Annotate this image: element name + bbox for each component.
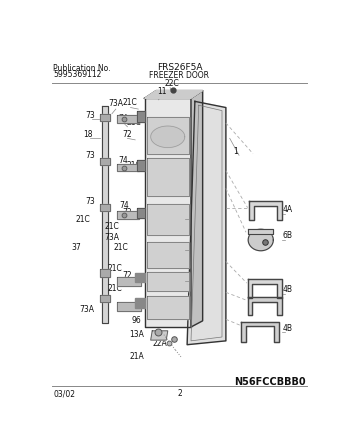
Polygon shape (147, 242, 189, 268)
Text: 73A: 73A (79, 304, 94, 314)
Polygon shape (248, 229, 273, 234)
Polygon shape (147, 296, 189, 319)
Polygon shape (247, 297, 282, 316)
Polygon shape (137, 160, 145, 171)
Text: 21C: 21C (108, 284, 122, 293)
Text: 03/02: 03/02 (53, 389, 75, 398)
Text: 74: 74 (119, 156, 128, 165)
Text: 13A: 13A (129, 330, 144, 339)
Text: 4B: 4B (283, 324, 293, 333)
Text: 4B: 4B (283, 285, 293, 294)
Text: 21C: 21C (126, 160, 141, 169)
Text: FRS26F5A: FRS26F5A (157, 63, 202, 72)
Text: 1: 1 (233, 147, 238, 156)
Polygon shape (117, 211, 139, 219)
Polygon shape (187, 101, 226, 345)
Text: 11: 11 (157, 88, 166, 97)
Text: 22A: 22A (153, 339, 167, 348)
Polygon shape (117, 164, 139, 172)
Text: 21C: 21C (126, 118, 141, 127)
Polygon shape (102, 106, 108, 323)
Polygon shape (117, 115, 139, 123)
Polygon shape (135, 298, 145, 308)
Polygon shape (145, 91, 203, 98)
Text: Publication No.: Publication No. (53, 64, 111, 73)
Text: 74: 74 (119, 114, 128, 122)
Text: 72: 72 (122, 208, 132, 217)
Text: 18: 18 (83, 130, 93, 139)
Polygon shape (241, 321, 279, 342)
Text: 21C: 21C (105, 222, 119, 231)
Polygon shape (137, 208, 145, 219)
Polygon shape (191, 91, 203, 327)
Polygon shape (147, 158, 189, 196)
Polygon shape (249, 202, 282, 220)
Text: 22C: 22C (164, 79, 179, 88)
Polygon shape (147, 117, 189, 154)
Polygon shape (248, 229, 273, 251)
Text: FREEZER DOOR: FREEZER DOOR (149, 71, 209, 80)
Text: 73: 73 (85, 151, 95, 160)
Polygon shape (135, 273, 145, 283)
Text: 72: 72 (122, 130, 132, 139)
Text: 73: 73 (85, 110, 95, 119)
Polygon shape (247, 279, 282, 298)
Text: 21C: 21C (108, 264, 122, 273)
Text: 73A: 73A (108, 99, 123, 108)
Text: 73: 73 (85, 197, 95, 206)
Text: 6B: 6B (283, 232, 293, 240)
Text: 2: 2 (177, 389, 182, 398)
Text: 72: 72 (122, 271, 132, 280)
Polygon shape (99, 204, 110, 211)
Polygon shape (137, 111, 145, 122)
Polygon shape (99, 269, 110, 277)
Text: N56FCCBBB0: N56FCCBBB0 (234, 377, 306, 387)
Text: 4A: 4A (283, 205, 293, 214)
Polygon shape (117, 277, 141, 286)
Polygon shape (147, 271, 189, 291)
Polygon shape (145, 98, 191, 327)
Polygon shape (99, 295, 110, 302)
Text: 74: 74 (119, 201, 129, 210)
Polygon shape (99, 114, 110, 122)
Text: 73A: 73A (104, 233, 119, 242)
Polygon shape (151, 331, 168, 340)
Text: 37: 37 (71, 243, 81, 252)
Text: 21A: 21A (130, 352, 144, 361)
Text: 21C: 21C (114, 243, 129, 252)
Polygon shape (151, 126, 185, 148)
Polygon shape (147, 204, 189, 235)
Text: 96: 96 (132, 316, 142, 325)
Text: 21C: 21C (75, 215, 90, 224)
Text: 21C: 21C (122, 98, 137, 107)
Polygon shape (99, 158, 110, 165)
Text: 5995369112: 5995369112 (53, 70, 102, 79)
Polygon shape (117, 302, 141, 311)
Polygon shape (145, 91, 203, 98)
